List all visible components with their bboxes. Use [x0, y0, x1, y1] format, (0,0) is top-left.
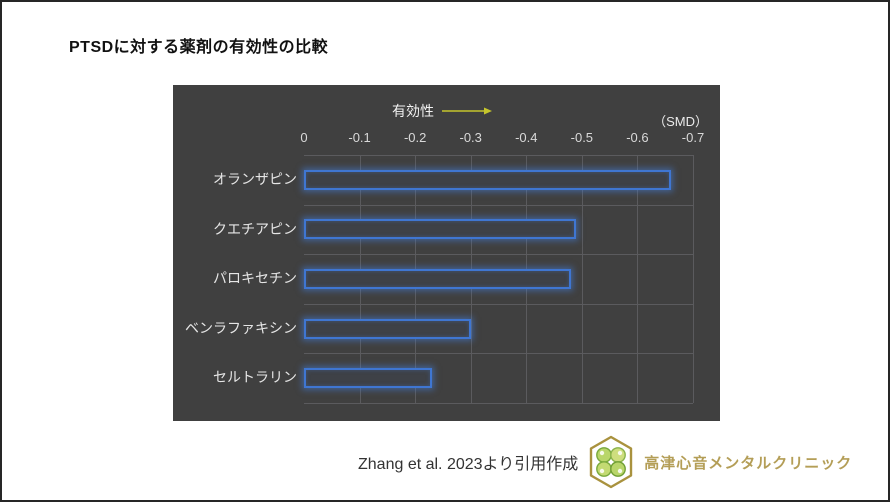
x-axis-tick: -0.3	[459, 130, 482, 145]
category-label: セルトラリン	[213, 369, 297, 386]
x-axis-tick: -0.6	[626, 130, 649, 145]
chart-panel: 有効性 （SMD） 0 -0.1 -0.2 -0.3 -0.4 -0.5 -0.6 -0.7 …	[173, 85, 720, 421]
vertical-gridline	[693, 155, 694, 403]
footer: Zhang et al. 2023より引用作成 高津心音メンタルクリニック	[358, 433, 852, 491]
x-axis-tick: -0.1	[348, 130, 371, 145]
clover-leaves	[596, 447, 627, 477]
citation-text: Zhang et al. 2023より引用作成	[358, 456, 579, 473]
effectiveness-annotation: 有効性	[392, 101, 492, 121]
category-label: オランザピン	[213, 171, 297, 187]
category-label: ベンラファキシン	[185, 319, 297, 336]
horizontal-gridline	[304, 303, 693, 305]
x-axis-tick: -0.4	[515, 130, 538, 145]
effectiveness-label: 有効性	[392, 103, 434, 119]
category-label: クエチアピン	[213, 220, 297, 237]
category-label: パロキセチン	[213, 270, 297, 287]
bar-クエチアピン	[304, 219, 577, 240]
bar-ベンラファキシン	[304, 318, 471, 339]
clinic-logo-icon	[590, 435, 633, 489]
right-arrow-icon	[442, 107, 492, 115]
vertical-gridline	[637, 155, 639, 403]
bar-パロキセチン	[304, 269, 571, 289]
horizontal-gridline	[304, 403, 693, 404]
horizontal-gridline	[304, 254, 693, 256]
horizontal-gridline	[304, 353, 693, 355]
x-axis-tick: -0.2	[403, 130, 427, 145]
page-title: PTSDに対する薬剤の有効性の比較	[69, 39, 329, 56]
x-axis-tick: 0	[300, 130, 308, 145]
unit-label: （SMD）	[653, 114, 708, 129]
plot-area	[304, 155, 694, 404]
horizontal-gridline	[304, 204, 693, 206]
x-axis-tick: -0.5	[570, 130, 594, 145]
bar-オランザピン	[304, 169, 671, 190]
bar-セルトラリン	[304, 368, 432, 389]
x-axis-tick: -0.7	[681, 130, 705, 145]
clinic-name: 高津心音メンタルクリニック	[644, 454, 853, 472]
vertical-gridline	[581, 155, 583, 403]
horizontal-gridline	[304, 155, 693, 156]
